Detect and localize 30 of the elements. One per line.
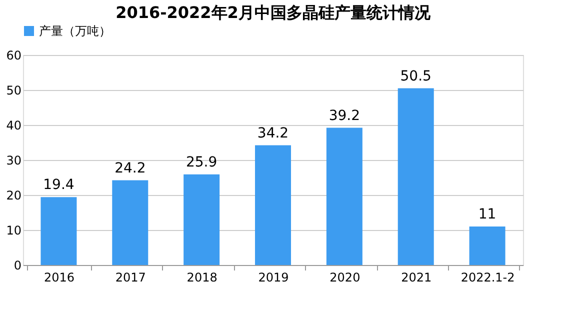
data-label: 24.2: [114, 160, 146, 176]
data-label: 19.4: [43, 177, 74, 194]
y-tick-label: 0: [14, 258, 22, 272]
y-tick-label: 20: [6, 188, 22, 202]
x-tick-label: 2022.1-2: [460, 270, 515, 284]
y-tick-label: 40: [6, 118, 22, 132]
data-label: 50.5: [400, 68, 432, 84]
x-tick-label: 2019: [258, 270, 289, 284]
y-tick-label: 10: [6, 224, 22, 238]
y-tick-label: 60: [6, 48, 22, 62]
bar: [255, 145, 291, 265]
data-label: 34.2: [257, 125, 289, 142]
data-label: 25.9: [186, 154, 218, 170]
bar: [40, 197, 77, 265]
data-label: 11: [478, 206, 496, 222]
bar: [469, 226, 506, 265]
x-tick-label: 2018: [186, 270, 218, 284]
bar: [112, 180, 148, 265]
y-tick-label: 30: [6, 154, 22, 168]
data-label: 39.2: [328, 108, 360, 124]
chart-title: 2016-2022年2月中国多晶硅产量统计情况: [116, 3, 432, 22]
bar: [398, 88, 434, 265]
x-tick-label: 2016: [44, 270, 74, 284]
bar: [184, 174, 220, 265]
x-tick-label: 2021: [401, 270, 432, 284]
x-tick-label: 2017: [115, 270, 146, 284]
legend-label: 产量（万吨）: [39, 24, 111, 38]
bar: [326, 128, 362, 265]
x-tick-label: 2020: [330, 270, 360, 284]
y-tick-label: 50: [6, 84, 22, 98]
